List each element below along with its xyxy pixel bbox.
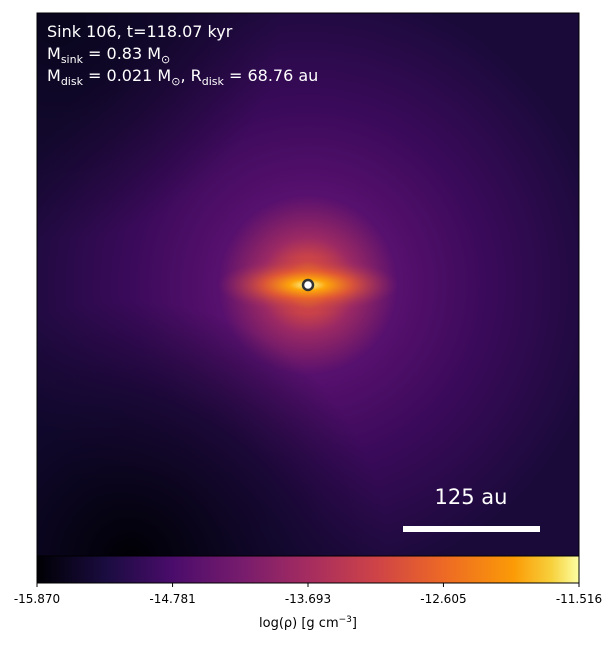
colorbar-label: log(ρ) [g cm−3] [259,615,357,631]
annotation: Sink 106, t=118.07 kyr [47,22,233,41]
tick-label: -13.693 [285,592,331,606]
annotation-text: M [47,66,61,85]
subscript: disk [202,75,225,88]
label-text: log(ρ) [g cm [259,616,339,631]
sink-marker [301,278,315,292]
scale-bar-label: 125 au [435,485,508,509]
annotation-text: = 0.83 M [83,44,161,63]
colorbar-ticks: -15.870 -14.781 -13.693 -12.605 -11.516 [14,583,602,606]
annotation-text: , R [180,66,201,85]
subscript: sink [61,53,84,66]
annotation-text: = 0.021 M [83,66,171,85]
subscript: ⊙ [171,75,180,88]
annotation: Mdisk = 0.021 M⊙, Rdisk = 68.76 au [47,66,318,88]
tick-label: -11.516 [556,592,602,606]
tick-label: -14.781 [149,592,195,606]
label-text: ] [352,616,357,631]
superscript: −3 [339,615,352,625]
annotation-text: Sink 106, t=118.07 kyr [47,22,233,41]
annotation-text: = 68.76 au [224,66,318,85]
subscript: ⊙ [161,53,170,66]
colorbar [36,555,580,584]
subscript: disk [61,75,84,88]
tick-label: -15.870 [14,592,60,606]
tick-label: -12.605 [420,592,466,606]
annotation: Msink = 0.83 M⊙ [47,44,170,66]
annotation-text: M [47,44,61,63]
